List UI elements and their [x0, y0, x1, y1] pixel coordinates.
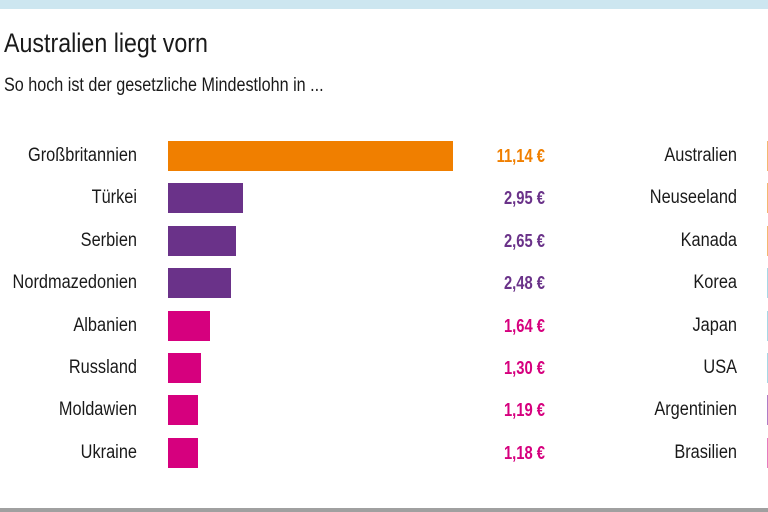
bar [168, 183, 243, 214]
category-label: Russland [68, 357, 137, 378]
value-label: 2,95 € [503, 188, 545, 209]
category-label: Türkei [91, 187, 137, 209]
category-label: Kanada [680, 229, 737, 251]
value-label: 2,48 € [503, 273, 545, 294]
value-label: 1,19 € [503, 400, 545, 421]
category-label: USA [703, 357, 737, 378]
bar [168, 395, 198, 426]
category-label: Ukraine [80, 441, 137, 463]
chart-subtitle: So hoch ist der gesetzliche Mindestlohn … [4, 75, 324, 96]
category-label: Brasilien [674, 441, 737, 463]
category-label: Albanien [73, 314, 137, 336]
category-label: Australien [664, 145, 737, 166]
bar [168, 268, 231, 299]
value-label: 11,14 € [496, 146, 545, 166]
category-label: Serbien [80, 229, 137, 251]
category-label: Nordmazedonien [12, 272, 137, 294]
bar [168, 437, 198, 468]
bar [168, 353, 201, 383]
category-label: Japan [692, 314, 737, 336]
category-label: Großbritannien [28, 145, 137, 166]
value-label: 1,30 € [503, 358, 545, 378]
bottom-divider [0, 508, 768, 512]
value-label: 2,65 € [503, 230, 545, 251]
category-label: Argentinien [654, 399, 737, 421]
value-label: 1,18 € [503, 442, 545, 463]
bar [168, 310, 210, 341]
category-label: Moldawien [58, 399, 137, 421]
value-label: 1,64 € [503, 315, 545, 336]
category-label: Neuseeland [649, 187, 737, 209]
bar [168, 141, 453, 171]
bar [168, 225, 236, 256]
top-color-band [0, 0, 768, 9]
chart-title: Australien liegt vorn [4, 28, 208, 58]
category-label: Korea [693, 272, 737, 294]
